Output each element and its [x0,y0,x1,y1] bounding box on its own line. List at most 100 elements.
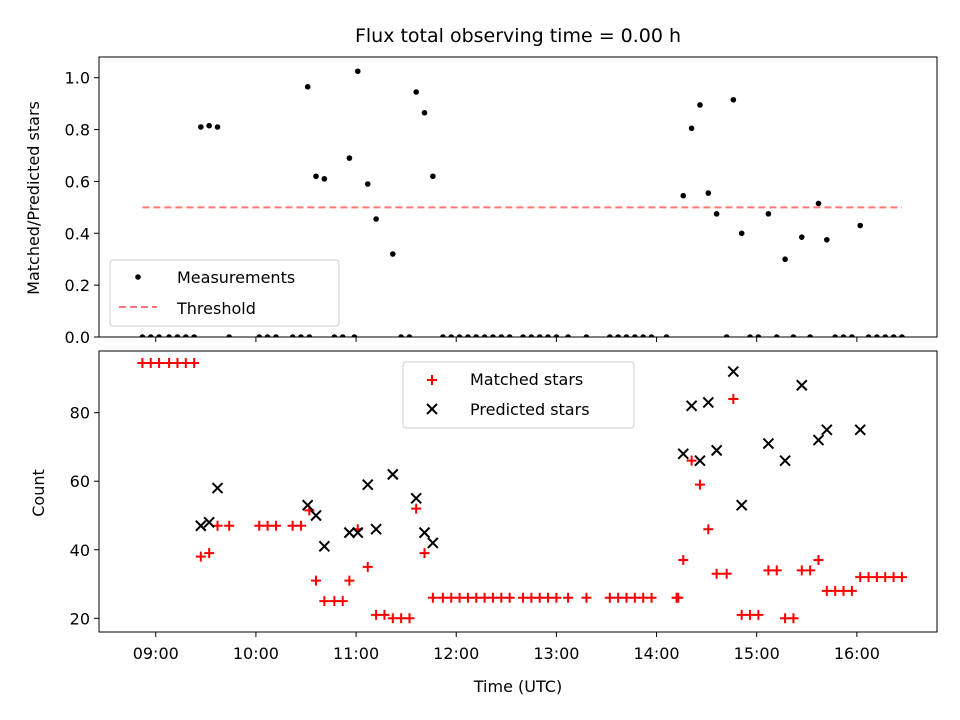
matched-star-point [518,592,529,603]
x-tick-label: 11:00 [333,644,379,663]
measurement-point [607,334,613,337]
matched-star-point [371,609,382,620]
legend-predicted-label: Predicted stars [470,400,590,419]
matched-star-point [446,592,457,603]
matched-star-point [673,592,684,603]
measurement-point [390,251,396,257]
measurement-point [738,230,745,237]
x-tick-label: 14:00 [633,644,679,663]
matched-star-point [788,613,799,624]
predicted-star-point [410,492,422,505]
predicted-star-point [762,437,775,450]
measurement-point [191,334,197,337]
measurement-point [583,334,590,337]
measurement-point [747,334,753,337]
y-tick-label: 40 [70,541,90,560]
matched-star-point [404,613,415,624]
matched-star-point [838,585,849,596]
measurement-point [790,334,797,337]
y-tick-label: 80 [70,404,90,423]
matched-star-point [796,565,807,576]
predicted-star-point [796,379,808,391]
matched-star-point [526,592,537,603]
measurement-point [273,334,279,337]
measurement-point [663,334,670,337]
predicted-star-point [710,444,723,457]
predicted-star-point [195,520,207,532]
matched-star-point [462,592,473,603]
measurement-point [373,216,379,222]
matched-star-point [821,585,832,596]
predicted-star-point [352,526,364,539]
y-tick-label: 20 [70,609,90,628]
matched-star-point [189,357,200,368]
matched-star-point [427,592,438,603]
measurement-point [289,334,296,337]
y-tick-label: 0.0 [65,328,90,347]
legend-measurements-marker [135,274,141,280]
measurement-point [773,334,780,337]
matched-star-point [180,357,191,368]
measurement-point [256,334,263,337]
matched-star-point [846,585,857,596]
measurement-point [815,200,822,207]
matched-star-point [479,592,490,603]
matched-star-point [329,596,340,607]
measurement-point [882,334,889,337]
matched-star-point [604,592,615,603]
measurement-point [680,192,687,199]
matched-star-point [736,609,747,620]
legend-measurements-label: Measurements [177,268,295,287]
measurement-point [339,334,346,337]
measurement-point [456,334,463,337]
y-tick-label: 0.2 [65,276,90,295]
matched-star-point [172,357,183,368]
measurement-point [264,334,271,337]
measurement-point [481,334,488,337]
measurement-point [713,211,720,217]
predicted-star-point [362,478,374,491]
legend-box [402,361,635,429]
matched-star-point [686,455,697,466]
matched-star-point [164,357,175,368]
measurement-point [648,334,655,337]
measurement-point [865,334,872,337]
matched-star-point [224,520,235,531]
matched-star-point [805,565,816,576]
measurement-point [139,334,146,337]
matched-star-point [780,613,791,624]
matched-star-point [703,524,714,535]
predicted-star-point [387,468,399,481]
measurement-point [840,334,847,337]
predicted-star-point [735,499,748,511]
measurement-point [899,334,905,337]
predicted-star-point [821,424,833,436]
measurement-point [730,96,737,103]
matched-star-point [745,609,756,620]
measurement-point [807,334,813,337]
chart-title: Flux total observing time = 0.00 h [355,25,681,47]
matched-star-point [728,393,739,404]
x-tick-label: 12:00 [433,644,479,663]
measurement-point [890,334,897,337]
measurement-point [346,155,353,161]
measurement-point [473,334,480,337]
matched-star-point [212,520,223,531]
measurement-point [849,334,855,337]
matched-star-point [563,592,574,603]
matched-star-point [771,565,782,576]
measurement-point [331,334,338,337]
matched-star-point [543,592,554,603]
measurement-point [697,102,703,108]
y-tick-label: 0.4 [65,224,90,243]
y-tick-label: 60 [70,472,90,491]
measurement-point [545,334,551,337]
x-tick-label: 16:00 [834,644,880,663]
measurement-point [413,89,419,95]
legend-predicted-marker [426,403,438,415]
predicted-star-point [685,400,698,412]
measurement-point [406,334,413,337]
matched-star-point [204,548,215,559]
measurement-point [506,334,513,337]
measurement-point [448,334,455,337]
